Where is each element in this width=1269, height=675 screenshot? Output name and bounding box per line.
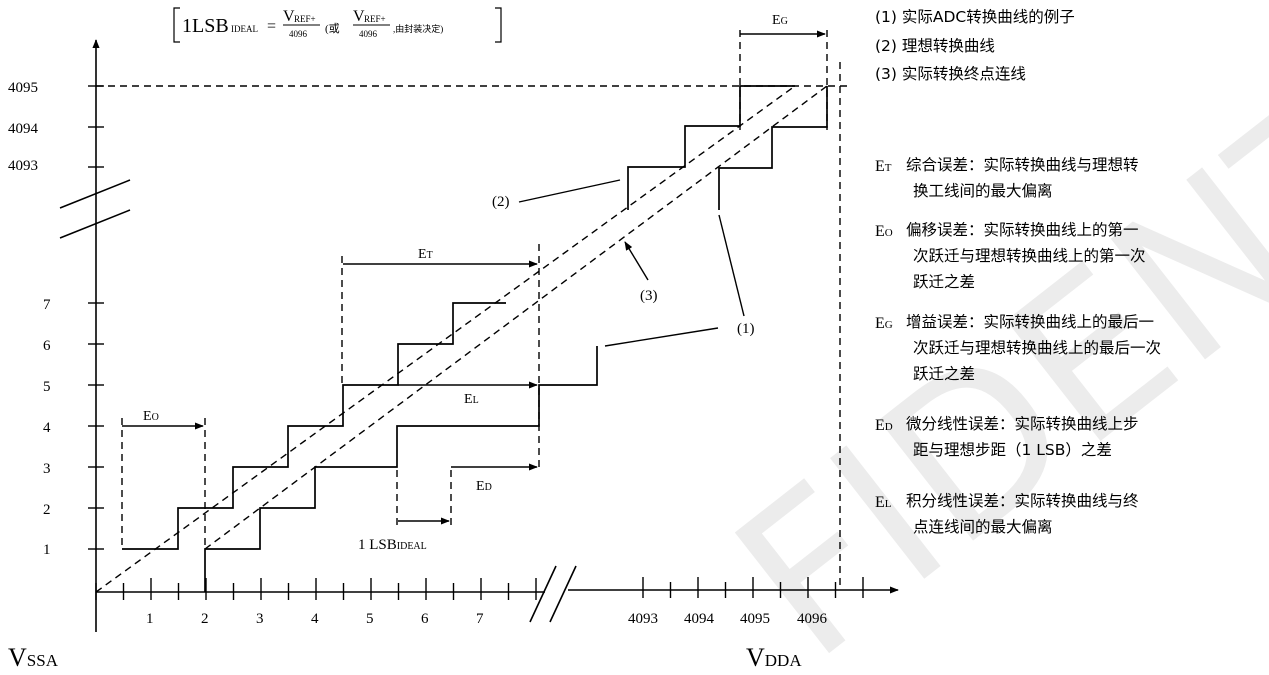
legend-error-ed-line-2: 距与理想步距（1 LSB）之差 <box>913 441 1112 459</box>
lsb-mark: 1 LSBIDEAL <box>358 537 427 553</box>
leader-3 <box>624 241 649 281</box>
callout-2: (2) <box>492 194 510 210</box>
callout-leaders <box>518 179 745 347</box>
legend-curve-3: (3) 实际转换终点连线 <box>875 65 1026 83</box>
eg-mark: EG <box>772 13 788 28</box>
y-tick-label-1: 1 <box>43 542 51 558</box>
y-axis-break-lower <box>59 209 131 239</box>
y-tick-labels: 1 2 3 4 5 6 7 4093 4094 4095 <box>8 80 51 558</box>
actual-staircase <box>204 346 598 592</box>
formula-ideal-sub: IDEAL <box>231 24 258 34</box>
legend-error-et-line-1: 综合误差：实际转换曲线与理想转 <box>906 156 1139 174</box>
legend-error-ed-tag: ED <box>875 417 893 434</box>
y-axis-break-upper <box>59 179 131 209</box>
legend-error-eo-line-2: 次跃迁与理想转换曲线上的第一次 <box>913 247 1146 265</box>
ed-mark: ED <box>476 479 492 494</box>
formula-den: 4096 <box>289 29 308 39</box>
x-axis-break-left <box>529 565 557 623</box>
watermark: FIDENTIAL <box>693 0 1269 675</box>
ideal-staircase <box>122 302 506 550</box>
formula-paren-open: (或 <box>325 22 340 35</box>
y-tick-label-4094: 4094 <box>8 121 39 137</box>
y-tick-label-7: 7 <box>43 297 51 313</box>
end-label: VDDA <box>746 643 802 672</box>
eo-mark: EO <box>143 409 159 424</box>
x-tick-label-4094: 4094 <box>684 611 715 627</box>
legend-error-el: EL 积分线性误差：实际转换曲线与终 点连线间的最大偏离 <box>875 492 1139 536</box>
legend-error-ed-line-1: 微分线性误差：实际转换曲线上步 <box>906 415 1139 433</box>
origin-label: VSSA <box>8 643 59 672</box>
actual-staircase-top <box>718 86 828 210</box>
y-tick-label-4095: 4095 <box>8 80 38 96</box>
legend-error-eg-tag: EG <box>875 315 893 332</box>
legend: (1) 实际ADC转换曲线的例子 (2) 理想转换曲线 (3) 实际转换终点连线… <box>875 8 1161 536</box>
x-tick-label-7: 7 <box>476 611 484 627</box>
formula-num2: V <box>353 8 365 25</box>
legend-error-eg-line-2: 次跃迁与理想转换曲线上的最后一次 <box>913 339 1161 357</box>
x-tick-labels: 1 2 3 4 5 6 7 4093 4094 4095 4096 <box>146 611 828 627</box>
leader-1a <box>604 327 719 347</box>
y-tick-label-4: 4 <box>43 420 51 436</box>
error-arrows <box>122 30 826 525</box>
formula: 1LSB IDEAL = V REF+ 4096 (或 V REF+ 4096 … <box>173 7 502 43</box>
formula-note: ,由封装决定) <box>393 23 443 34</box>
et-mark: ET <box>418 247 433 262</box>
x-tick-label-2: 2 <box>201 611 209 627</box>
callout-1: (1) <box>737 321 755 337</box>
y-tick-label-5: 5 <box>43 379 51 395</box>
legend-error-eo-tag: EO <box>875 223 893 240</box>
x-axis-break-right <box>549 565 577 623</box>
formula-num2-sub: REF+ <box>364 14 386 24</box>
legend-error-el-line-2: 点连线间的最大偏离 <box>913 518 1053 536</box>
legend-curve-2: (2) 理想转换曲线 <box>875 37 995 55</box>
ideal-curve-line <box>95 85 796 593</box>
x-tick-label-6: 6 <box>421 611 429 627</box>
x-tick-label-3: 3 <box>256 611 264 627</box>
x-tick-label-4093: 4093 <box>628 611 658 627</box>
leader-1b <box>718 214 745 317</box>
legend-error-et: ET 综合误差：实际转换曲线与理想转 换工线间的最大偏离 <box>875 156 1139 200</box>
axis-end-labels: VSSA VDDA <box>8 643 802 672</box>
ideal-staircase-top <box>627 85 795 210</box>
legend-error-eo-line-1: 偏移误差：实际转换曲线上的第一 <box>906 221 1139 239</box>
y-tick-label-3: 3 <box>43 461 51 477</box>
legend-curve-1: (1) 实际ADC转换曲线的例子 <box>875 8 1075 26</box>
x-tick-label-5: 5 <box>366 611 374 627</box>
formula-equals: = <box>267 18 276 35</box>
legend-error-eo: EO 偏移误差：实际转换曲线上的第一 次跃迁与理想转换曲线上的第一次 跃迁之差 <box>875 221 1146 291</box>
legend-error-eo-line-3: 跃迁之差 <box>913 273 975 291</box>
callout-3: (3) <box>640 288 658 304</box>
formula-num: V <box>283 8 295 25</box>
formula-den2: 4096 <box>359 29 378 39</box>
legend-error-et-line-2: 换工线间的最大偏离 <box>913 182 1053 200</box>
legend-error-el-tag: EL <box>875 494 892 511</box>
y-tick-label-2: 2 <box>43 502 51 518</box>
staircases <box>122 85 828 592</box>
legend-error-el-line-1: 积分线性误差：实际转换曲线与终 <box>906 492 1139 510</box>
x-tick-label-4: 4 <box>311 611 319 627</box>
x-tick-label-4096: 4096 <box>797 611 828 627</box>
axes <box>59 39 899 632</box>
el-mark: EL <box>464 392 479 407</box>
x-tick-label-4095: 4095 <box>740 611 770 627</box>
formula-main: 1LSB <box>182 15 229 37</box>
legend-error-et-tag: ET <box>875 158 892 175</box>
dashed-guides <box>95 30 850 593</box>
y-tick-label-6: 6 <box>43 338 51 354</box>
endpoint-line <box>204 85 828 550</box>
legend-error-eg-line-1: 增益误差：实际转换曲线上的最后一 <box>906 313 1154 331</box>
leader-2 <box>518 179 621 203</box>
formula-num-sub: REF+ <box>294 14 316 24</box>
legend-error-eg-line-3: 跃迁之差 <box>913 365 975 383</box>
x-tick-label-1: 1 <box>146 611 154 627</box>
y-tick-label-4093: 4093 <box>8 158 38 174</box>
error-marks: EO ET EL ED EG 1 LSBIDEAL (2) (3) (1) <box>143 13 788 553</box>
legend-error-eg: EG 增益误差：实际转换曲线上的最后一 次跃迁与理想转换曲线上的最后一次 跃迁之… <box>875 313 1161 383</box>
legend-error-ed: ED 微分线性误差：实际转换曲线上步 距与理想步距（1 LSB）之差 <box>875 415 1139 459</box>
